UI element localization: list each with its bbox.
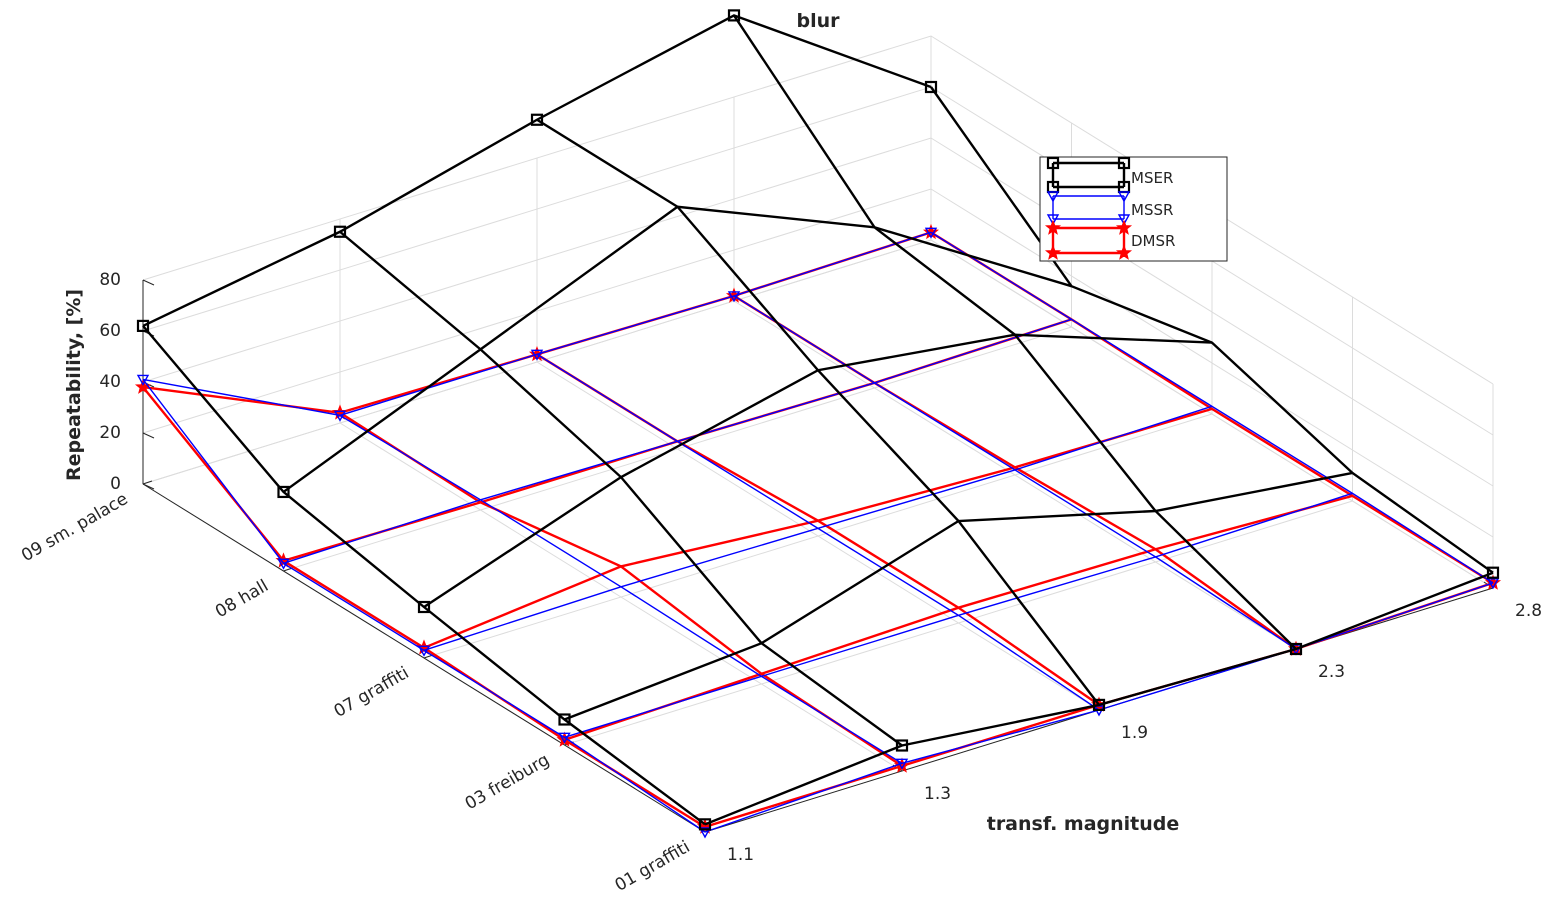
grid-line bbox=[930, 239, 1494, 589]
axes: 01 graffiti 03 freiburg 07 graffiti 08 hall… bbox=[18, 270, 1542, 896]
data-point bbox=[924, 80, 938, 94]
x-tick bbox=[142, 480, 153, 485]
grid-line bbox=[536, 361, 1100, 711]
y-tick-label: 2.3 bbox=[1318, 662, 1345, 682]
grid-line bbox=[339, 422, 903, 772]
data-point bbox=[333, 225, 347, 238]
grid-line bbox=[142, 188, 1494, 538]
data-point bbox=[1486, 578, 1500, 590]
grid-line bbox=[142, 86, 1494, 436]
series-line bbox=[142, 325, 706, 826]
z-tick bbox=[142, 483, 155, 490]
z-tick bbox=[142, 279, 155, 286]
grid-line bbox=[142, 35, 1494, 385]
y-tick-label: 1.3 bbox=[924, 784, 951, 804]
x-tick-label: 01 graffiti bbox=[612, 837, 694, 896]
data-point bbox=[136, 374, 150, 386]
series-line bbox=[536, 118, 1100, 706]
data-point bbox=[530, 113, 544, 126]
data-point bbox=[136, 319, 150, 332]
data-point bbox=[558, 713, 571, 726]
y-axis-label: transf. magnitude bbox=[987, 813, 1180, 835]
legend-item-dmsr[interactable]: DMSR bbox=[1044, 219, 1175, 260]
data-point bbox=[924, 227, 938, 239]
series-line bbox=[732, 14, 1297, 650]
z-tick bbox=[142, 432, 155, 439]
data-point bbox=[698, 827, 712, 839]
z-tick-label: 20 bbox=[99, 423, 121, 443]
y-tick-label: 1.1 bbox=[727, 845, 754, 865]
legend-label: MSER bbox=[1131, 169, 1173, 187]
y-tick-label: 1.9 bbox=[1121, 723, 1148, 743]
z-tick-label: 80 bbox=[99, 270, 121, 290]
legend-marker bbox=[1117, 191, 1131, 203]
data-point bbox=[698, 818, 712, 831]
z-tick-label: 0 bbox=[110, 474, 121, 494]
z-tick-label: 60 bbox=[99, 321, 121, 341]
data-point bbox=[895, 739, 909, 752]
data-point bbox=[134, 378, 152, 394]
grid-line bbox=[142, 137, 1494, 487]
x-tick-label: 08 hall bbox=[212, 576, 272, 622]
x-tick-label: 03 freiburg bbox=[462, 750, 553, 814]
data-point bbox=[417, 600, 431, 614]
series-line bbox=[339, 411, 903, 767]
legend-label: MSSR bbox=[1131, 201, 1173, 219]
data-point bbox=[277, 485, 290, 499]
x-tick-label: 07 graffiti bbox=[331, 663, 413, 722]
data-point bbox=[922, 223, 940, 240]
series-line bbox=[423, 333, 1213, 609]
data-point bbox=[333, 410, 347, 422]
series-line bbox=[536, 353, 1100, 711]
series-line bbox=[142, 379, 706, 833]
z-tick-label: 40 bbox=[99, 372, 121, 392]
data-point bbox=[727, 9, 741, 22]
x-tick-label: 09 sm. palace bbox=[18, 489, 131, 566]
series-line bbox=[733, 295, 1297, 650]
series-line bbox=[930, 231, 1494, 584]
legend-marker bbox=[1046, 191, 1060, 203]
series-line bbox=[564, 471, 1353, 721]
data-point bbox=[1092, 698, 1106, 712]
legend[interactable]: MSER MSSR DMSR bbox=[1039, 156, 1228, 262]
data-point bbox=[417, 645, 431, 657]
series-line bbox=[564, 494, 1353, 742]
series-line bbox=[339, 414, 903, 764]
data-point bbox=[1486, 566, 1500, 579]
series-mser bbox=[136, 9, 1500, 831]
z-axis-label: Repeatability, [%] bbox=[63, 289, 85, 481]
data-point bbox=[277, 558, 290, 570]
grid-line bbox=[733, 300, 1297, 650]
data-point bbox=[727, 291, 741, 303]
y-tick-label: 2.8 bbox=[1515, 601, 1542, 621]
data-point bbox=[1289, 642, 1303, 656]
series-mssr bbox=[136, 227, 1500, 839]
data-point bbox=[558, 732, 571, 744]
chart-title: blur bbox=[796, 10, 840, 32]
legend-item-mssr[interactable]: MSSR bbox=[1046, 191, 1173, 226]
legend-item-mser[interactable]: MSER bbox=[1046, 156, 1173, 194]
plot-area bbox=[134, 9, 1502, 839]
data-point bbox=[895, 758, 909, 770]
series-line bbox=[930, 86, 1494, 574]
legend-box bbox=[1039, 156, 1228, 262]
legend-label: DMSR bbox=[1131, 232, 1175, 250]
series-line bbox=[339, 230, 903, 747]
data-point bbox=[530, 349, 544, 361]
